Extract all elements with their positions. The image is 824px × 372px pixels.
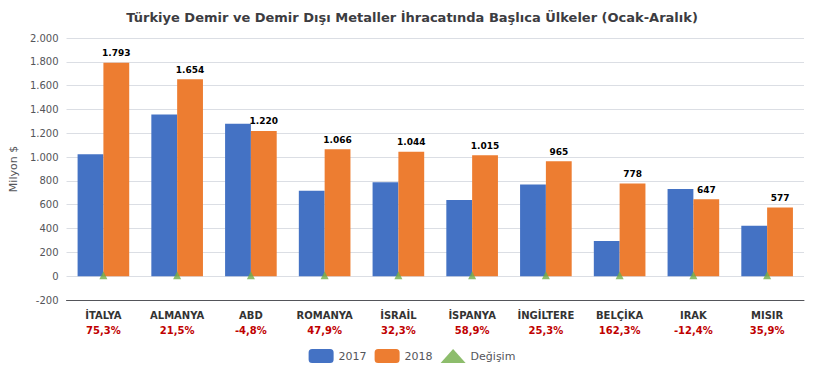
svg-text:1.044: 1.044 bbox=[397, 137, 425, 147]
svg-text:1.600: 1.600 bbox=[30, 80, 59, 91]
svg-text:1.015: 1.015 bbox=[471, 141, 499, 151]
svg-text:75,3%: 75,3% bbox=[86, 325, 121, 336]
svg-text:ALMANYA: ALMANYA bbox=[150, 310, 204, 321]
svg-text:1.200: 1.200 bbox=[30, 128, 59, 139]
svg-text:1.220: 1.220 bbox=[250, 116, 278, 126]
svg-text:Türkiye Demir ve Demir Dışı Me: Türkiye Demir ve Demir Dışı Metaller İhr… bbox=[126, 10, 698, 25]
svg-text:IRAK: IRAK bbox=[680, 310, 708, 321]
svg-text:800: 800 bbox=[39, 175, 58, 186]
svg-text:-4,8%: -4,8% bbox=[235, 325, 267, 336]
svg-text:47,9%: 47,9% bbox=[307, 325, 342, 336]
svg-text:2018: 2018 bbox=[405, 350, 433, 363]
svg-text:162,3%: 162,3% bbox=[599, 325, 641, 336]
svg-text:Milyon $: Milyon $ bbox=[7, 146, 20, 192]
svg-text:İNGİLTERE: İNGİLTERE bbox=[517, 308, 574, 321]
svg-text:25,3%: 25,3% bbox=[529, 325, 564, 336]
svg-text:0: 0 bbox=[52, 271, 58, 282]
svg-text:965: 965 bbox=[549, 147, 568, 157]
svg-text:1.793: 1.793 bbox=[102, 48, 130, 58]
svg-text:ABD: ABD bbox=[239, 310, 263, 321]
svg-text:2.000: 2.000 bbox=[30, 33, 59, 44]
svg-text:Değişim: Değişim bbox=[471, 350, 516, 363]
svg-text:ROMANYA: ROMANYA bbox=[296, 310, 353, 321]
svg-text:1.800: 1.800 bbox=[30, 56, 59, 67]
svg-text:577: 577 bbox=[771, 193, 790, 203]
svg-text:-200: -200 bbox=[36, 295, 59, 306]
svg-text:32,3%: 32,3% bbox=[381, 325, 416, 336]
svg-text:2017: 2017 bbox=[339, 350, 367, 363]
svg-text:200: 200 bbox=[39, 247, 58, 258]
svg-text:1.066: 1.066 bbox=[323, 135, 351, 145]
svg-text:58,9%: 58,9% bbox=[455, 325, 490, 336]
svg-text:-12,4%: -12,4% bbox=[674, 325, 713, 336]
svg-text:778: 778 bbox=[623, 169, 642, 179]
svg-text:MISIR: MISIR bbox=[751, 310, 784, 321]
svg-text:1.000: 1.000 bbox=[30, 152, 59, 163]
svg-text:BELÇİKA: BELÇİKA bbox=[596, 308, 644, 321]
svg-text:647: 647 bbox=[697, 185, 716, 195]
svg-text:21,5%: 21,5% bbox=[160, 325, 195, 336]
svg-text:İSPANYA: İSPANYA bbox=[448, 308, 496, 321]
svg-text:35,9%: 35,9% bbox=[750, 325, 785, 336]
svg-text:1.654: 1.654 bbox=[176, 65, 204, 75]
svg-text:1.400: 1.400 bbox=[30, 104, 59, 115]
svg-text:İSRAİL: İSRAİL bbox=[380, 308, 417, 321]
svg-text:600: 600 bbox=[39, 199, 58, 210]
svg-text:İTALYA: İTALYA bbox=[85, 308, 122, 321]
svg-text:400: 400 bbox=[39, 223, 58, 234]
